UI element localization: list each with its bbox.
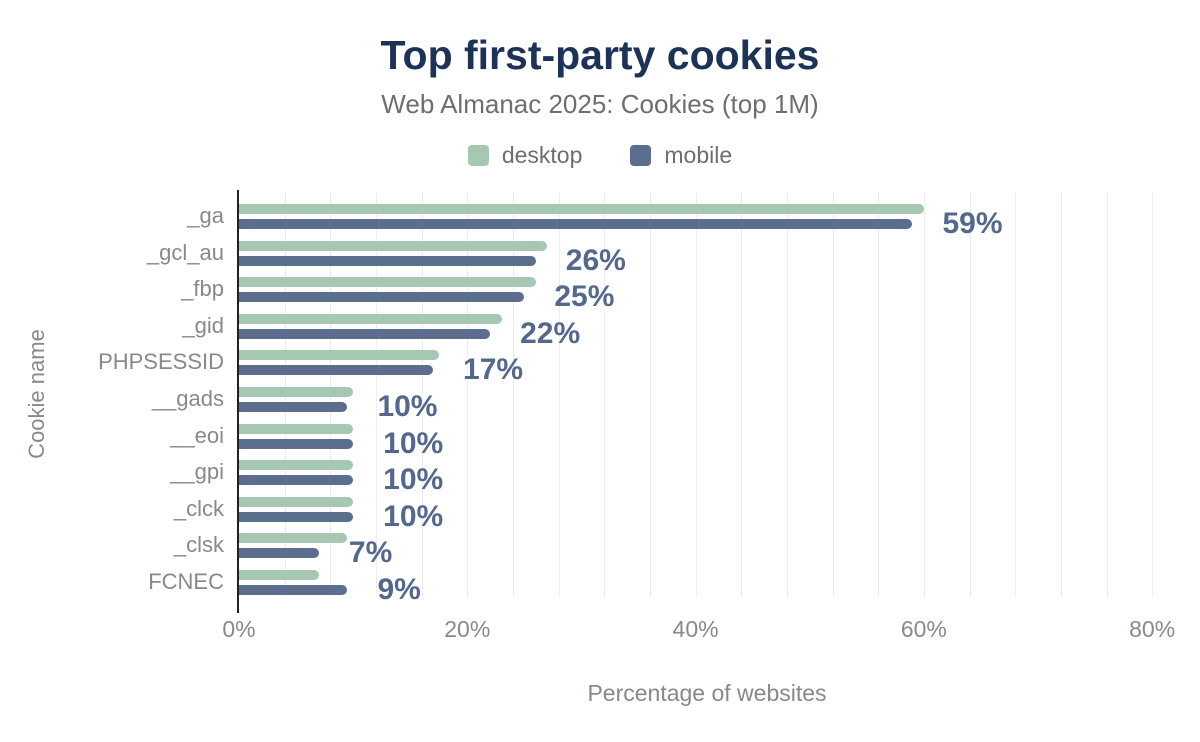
value-label: 10% [383, 463, 444, 497]
category-label: _clsk [173, 532, 224, 558]
category-label: _ga [187, 203, 224, 228]
mobile-bar [239, 402, 348, 412]
bar-row: __eoi 10% [170, 412, 1175, 460]
x-axis-ticks: 0% 20% 40% 60% 80% [222, 616, 1176, 644]
value-label: 9% [377, 573, 421, 606]
mobile-bar [239, 438, 354, 449]
desktop-bar [239, 423, 354, 434]
grid-line [969, 192, 971, 597]
desktop-bar [239, 277, 536, 288]
category-label: _clck [173, 495, 224, 521]
value-label: 10% [383, 499, 444, 533]
y-axis-line [237, 190, 239, 613]
value-label: 22% [520, 316, 581, 350]
bar-row: PHPSESSID 17% [98, 338, 1175, 386]
legend-swatch-mobile [630, 145, 652, 166]
bar-row: _clsk 7% [174, 521, 1175, 569]
value-label: 25% [554, 280, 615, 314]
category-label: PHPSESSID [98, 349, 224, 375]
grid-line [786, 192, 788, 597]
mobile-bar [239, 475, 354, 486]
bar-row: __gads 10% [152, 375, 1175, 423]
grid-line [421, 192, 423, 597]
desktop-bar [239, 496, 354, 507]
x-tick-label: 20% [444, 616, 491, 642]
value-label: 59% [942, 207, 1003, 240]
desktop-bar [239, 350, 439, 361]
bar-row: _ga 59% [187, 192, 1175, 240]
mobile-bar [239, 548, 319, 559]
bar-row: __gpi 10% [170, 448, 1175, 496]
chart-subtitle: Web Almanac 2025: Cookies (top 1M) [381, 89, 819, 119]
desktop-bar [239, 570, 319, 580]
grid-line [1152, 192, 1154, 597]
grid-line [558, 192, 560, 597]
bar-row: _gid 22% [182, 302, 1175, 350]
mobile-bar [239, 511, 354, 522]
legend-label-mobile: mobile [664, 142, 733, 168]
grid-line [649, 192, 651, 597]
chart-title: Top first-party cookies [380, 32, 820, 78]
value-label: 26% [565, 243, 626, 277]
category-label: __gpi [170, 459, 224, 485]
grid-line [375, 192, 377, 597]
legend-item-mobile: mobile [630, 142, 732, 169]
grid-line [695, 192, 697, 597]
bar-row: _fbp 25% [181, 265, 1175, 313]
grid-line [467, 192, 469, 597]
value-label: 17% [463, 353, 524, 387]
category-label: _gid [182, 312, 224, 338]
x-axis-title: Percentage of websites [587, 680, 827, 706]
category-label: __eoi [170, 422, 224, 448]
category-label: _fbp [181, 276, 224, 302]
grid-line [1060, 192, 1062, 597]
desktop-bar [239, 460, 354, 471]
grid-line [512, 192, 514, 597]
desktop-bar [239, 533, 348, 544]
mobile-bar [239, 585, 348, 595]
legend-label-desktop: desktop [501, 142, 583, 168]
bar-row: FCNEC 9% [148, 558, 1175, 606]
mobile-bar [239, 365, 434, 376]
grid-line [1106, 192, 1108, 597]
legend-swatch-desktop [467, 145, 489, 166]
desktop-bar [239, 204, 924, 214]
x-tick-label: 0% [222, 616, 256, 642]
mobile-bar [239, 219, 913, 229]
category-label: __gads [151, 386, 224, 411]
bar-row: _gcl_au 26% [147, 229, 1175, 277]
grid-line [1015, 192, 1017, 597]
grid-line [832, 192, 834, 597]
grid-line [741, 192, 743, 597]
value-label: 10% [383, 426, 444, 460]
x-tick-label: 40% [672, 616, 719, 642]
desktop-bar [239, 313, 502, 324]
grid-line [604, 192, 606, 597]
mobile-bar [239, 292, 525, 303]
plot-area: _ga 59% _gcl_au 26% _fbp 25% _gid 22% PHPSESSID 1… [98, 190, 1175, 613]
mobile-bar [239, 255, 536, 266]
x-tick-label: 80% [1129, 616, 1176, 642]
bar-row: _clck 10% [174, 485, 1175, 533]
grid-line [923, 192, 925, 597]
legend-item-desktop: desktop [467, 142, 583, 169]
value-label: 10% [377, 390, 438, 423]
x-tick-label: 60% [900, 616, 947, 642]
category-label: FCNEC [148, 569, 224, 594]
desktop-bar [239, 387, 354, 397]
mobile-bar [239, 328, 491, 339]
y-axis-title: Cookie name [24, 329, 49, 459]
desktop-bar [239, 240, 548, 251]
legend: desktop mobile [0, 142, 1200, 169]
category-label: _gcl_au [146, 239, 224, 265]
grid-line [878, 192, 880, 597]
value-label: 7% [348, 536, 393, 570]
